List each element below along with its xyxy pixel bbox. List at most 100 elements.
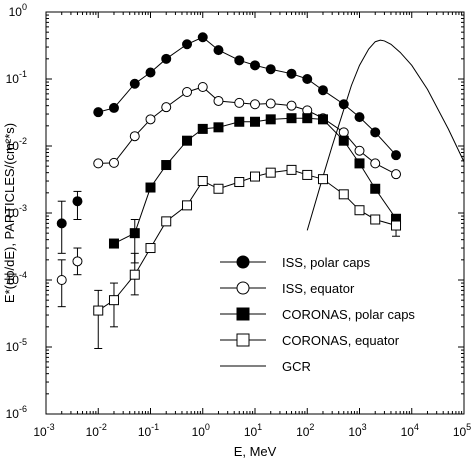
data-point xyxy=(182,39,193,50)
data-point xyxy=(317,174,328,185)
data-point xyxy=(72,256,83,267)
data-point xyxy=(129,78,140,89)
data-point xyxy=(161,102,172,113)
data-point xyxy=(370,158,381,169)
data-point xyxy=(108,102,119,113)
data-point xyxy=(213,122,224,133)
series-0 xyxy=(93,32,402,161)
data-point xyxy=(317,114,328,125)
legend-background xyxy=(214,248,442,386)
axis-ticks xyxy=(45,11,465,415)
data-point xyxy=(250,99,260,110)
data-point xyxy=(182,86,193,97)
data-point xyxy=(213,95,224,106)
y-tick-label: 10-4 xyxy=(6,270,27,287)
data-point xyxy=(234,177,245,188)
data-point xyxy=(391,169,402,180)
legend-label: CORONAS, polar caps xyxy=(282,307,415,322)
data-point xyxy=(197,32,208,43)
data-point xyxy=(265,98,276,109)
data-point xyxy=(72,196,83,207)
data-point xyxy=(197,81,208,92)
legend-label: ISS, equator xyxy=(282,281,355,296)
data-point xyxy=(108,157,119,168)
data-point xyxy=(265,167,276,178)
data-point xyxy=(129,131,140,142)
data-point xyxy=(370,127,381,138)
y-tick-label: 10-3 xyxy=(6,203,27,220)
data-point xyxy=(182,200,193,211)
data-point xyxy=(93,107,104,118)
data-point xyxy=(197,123,208,134)
x-tick-label: 103 xyxy=(348,422,366,439)
x-tick-label: 10-3 xyxy=(33,422,54,439)
x-tick-label: 10-1 xyxy=(138,422,159,439)
data-point xyxy=(286,113,297,124)
data-point xyxy=(250,60,260,71)
y-tick-label: 10-6 xyxy=(6,404,27,421)
legend-label: ISS, polar caps xyxy=(282,255,371,270)
y-tick-label: 10-2 xyxy=(6,136,27,153)
x-tick-label: 102 xyxy=(296,422,314,439)
data-point xyxy=(234,116,245,127)
data-point xyxy=(338,189,349,200)
y-tick-label: 10-1 xyxy=(6,69,27,86)
data-point xyxy=(250,116,260,127)
data-point xyxy=(286,68,297,79)
data-point xyxy=(391,220,402,231)
data-point xyxy=(354,205,365,216)
data-point xyxy=(302,113,313,124)
series-line xyxy=(98,86,397,175)
data-point xyxy=(145,182,156,193)
series-3 xyxy=(93,164,402,316)
x-axis-title: E, MeV xyxy=(234,444,277,459)
data-point xyxy=(161,160,172,171)
data-point xyxy=(145,243,156,254)
data-point xyxy=(182,135,193,146)
data-point xyxy=(145,67,156,78)
x-tick-label: 101 xyxy=(244,422,262,439)
data-point xyxy=(236,333,250,347)
legend-label: CORONAS, equator xyxy=(282,333,400,348)
series-1 xyxy=(93,81,402,180)
data-point xyxy=(302,74,313,84)
gcr-line xyxy=(306,39,465,231)
data-point xyxy=(391,150,402,161)
data-point xyxy=(56,275,67,285)
legend-items: ISS, polar caps ISS, equator CORONAS, pola… xyxy=(220,255,415,374)
legend: ISS, polar caps ISS, equator CORONAS, pola… xyxy=(214,248,442,386)
gcr-series xyxy=(306,39,465,231)
data-series xyxy=(56,32,402,316)
data-point xyxy=(338,127,349,138)
data-point xyxy=(354,112,365,123)
x-tick-label: 104 xyxy=(401,422,419,439)
series-2 xyxy=(108,113,402,249)
data-point xyxy=(354,158,365,169)
data-point xyxy=(286,164,297,175)
data-point xyxy=(338,135,349,146)
x-tick-label: 10-2 xyxy=(86,422,107,439)
x-tick-label: 100 xyxy=(192,422,210,439)
data-point xyxy=(286,100,297,111)
data-point xyxy=(250,171,260,182)
y-tick-label: 100 xyxy=(9,2,27,19)
y-axis-title: E*(dϕ/dE), PARTICLES/(cm²*s) xyxy=(2,123,17,303)
data-point xyxy=(354,145,365,156)
data-point xyxy=(161,53,172,64)
data-point xyxy=(338,99,349,110)
data-point xyxy=(145,114,156,125)
data-point xyxy=(213,45,224,56)
data-point xyxy=(370,183,381,194)
data-point xyxy=(129,269,140,280)
data-point xyxy=(93,305,104,316)
data-point xyxy=(234,97,245,108)
data-point xyxy=(236,281,250,295)
x-tick-label: 105 xyxy=(453,422,471,439)
data-point xyxy=(129,228,140,239)
data-point xyxy=(236,307,250,321)
data-point xyxy=(108,295,119,306)
data-point xyxy=(213,183,224,194)
data-point xyxy=(265,114,276,125)
data-point xyxy=(161,216,172,227)
